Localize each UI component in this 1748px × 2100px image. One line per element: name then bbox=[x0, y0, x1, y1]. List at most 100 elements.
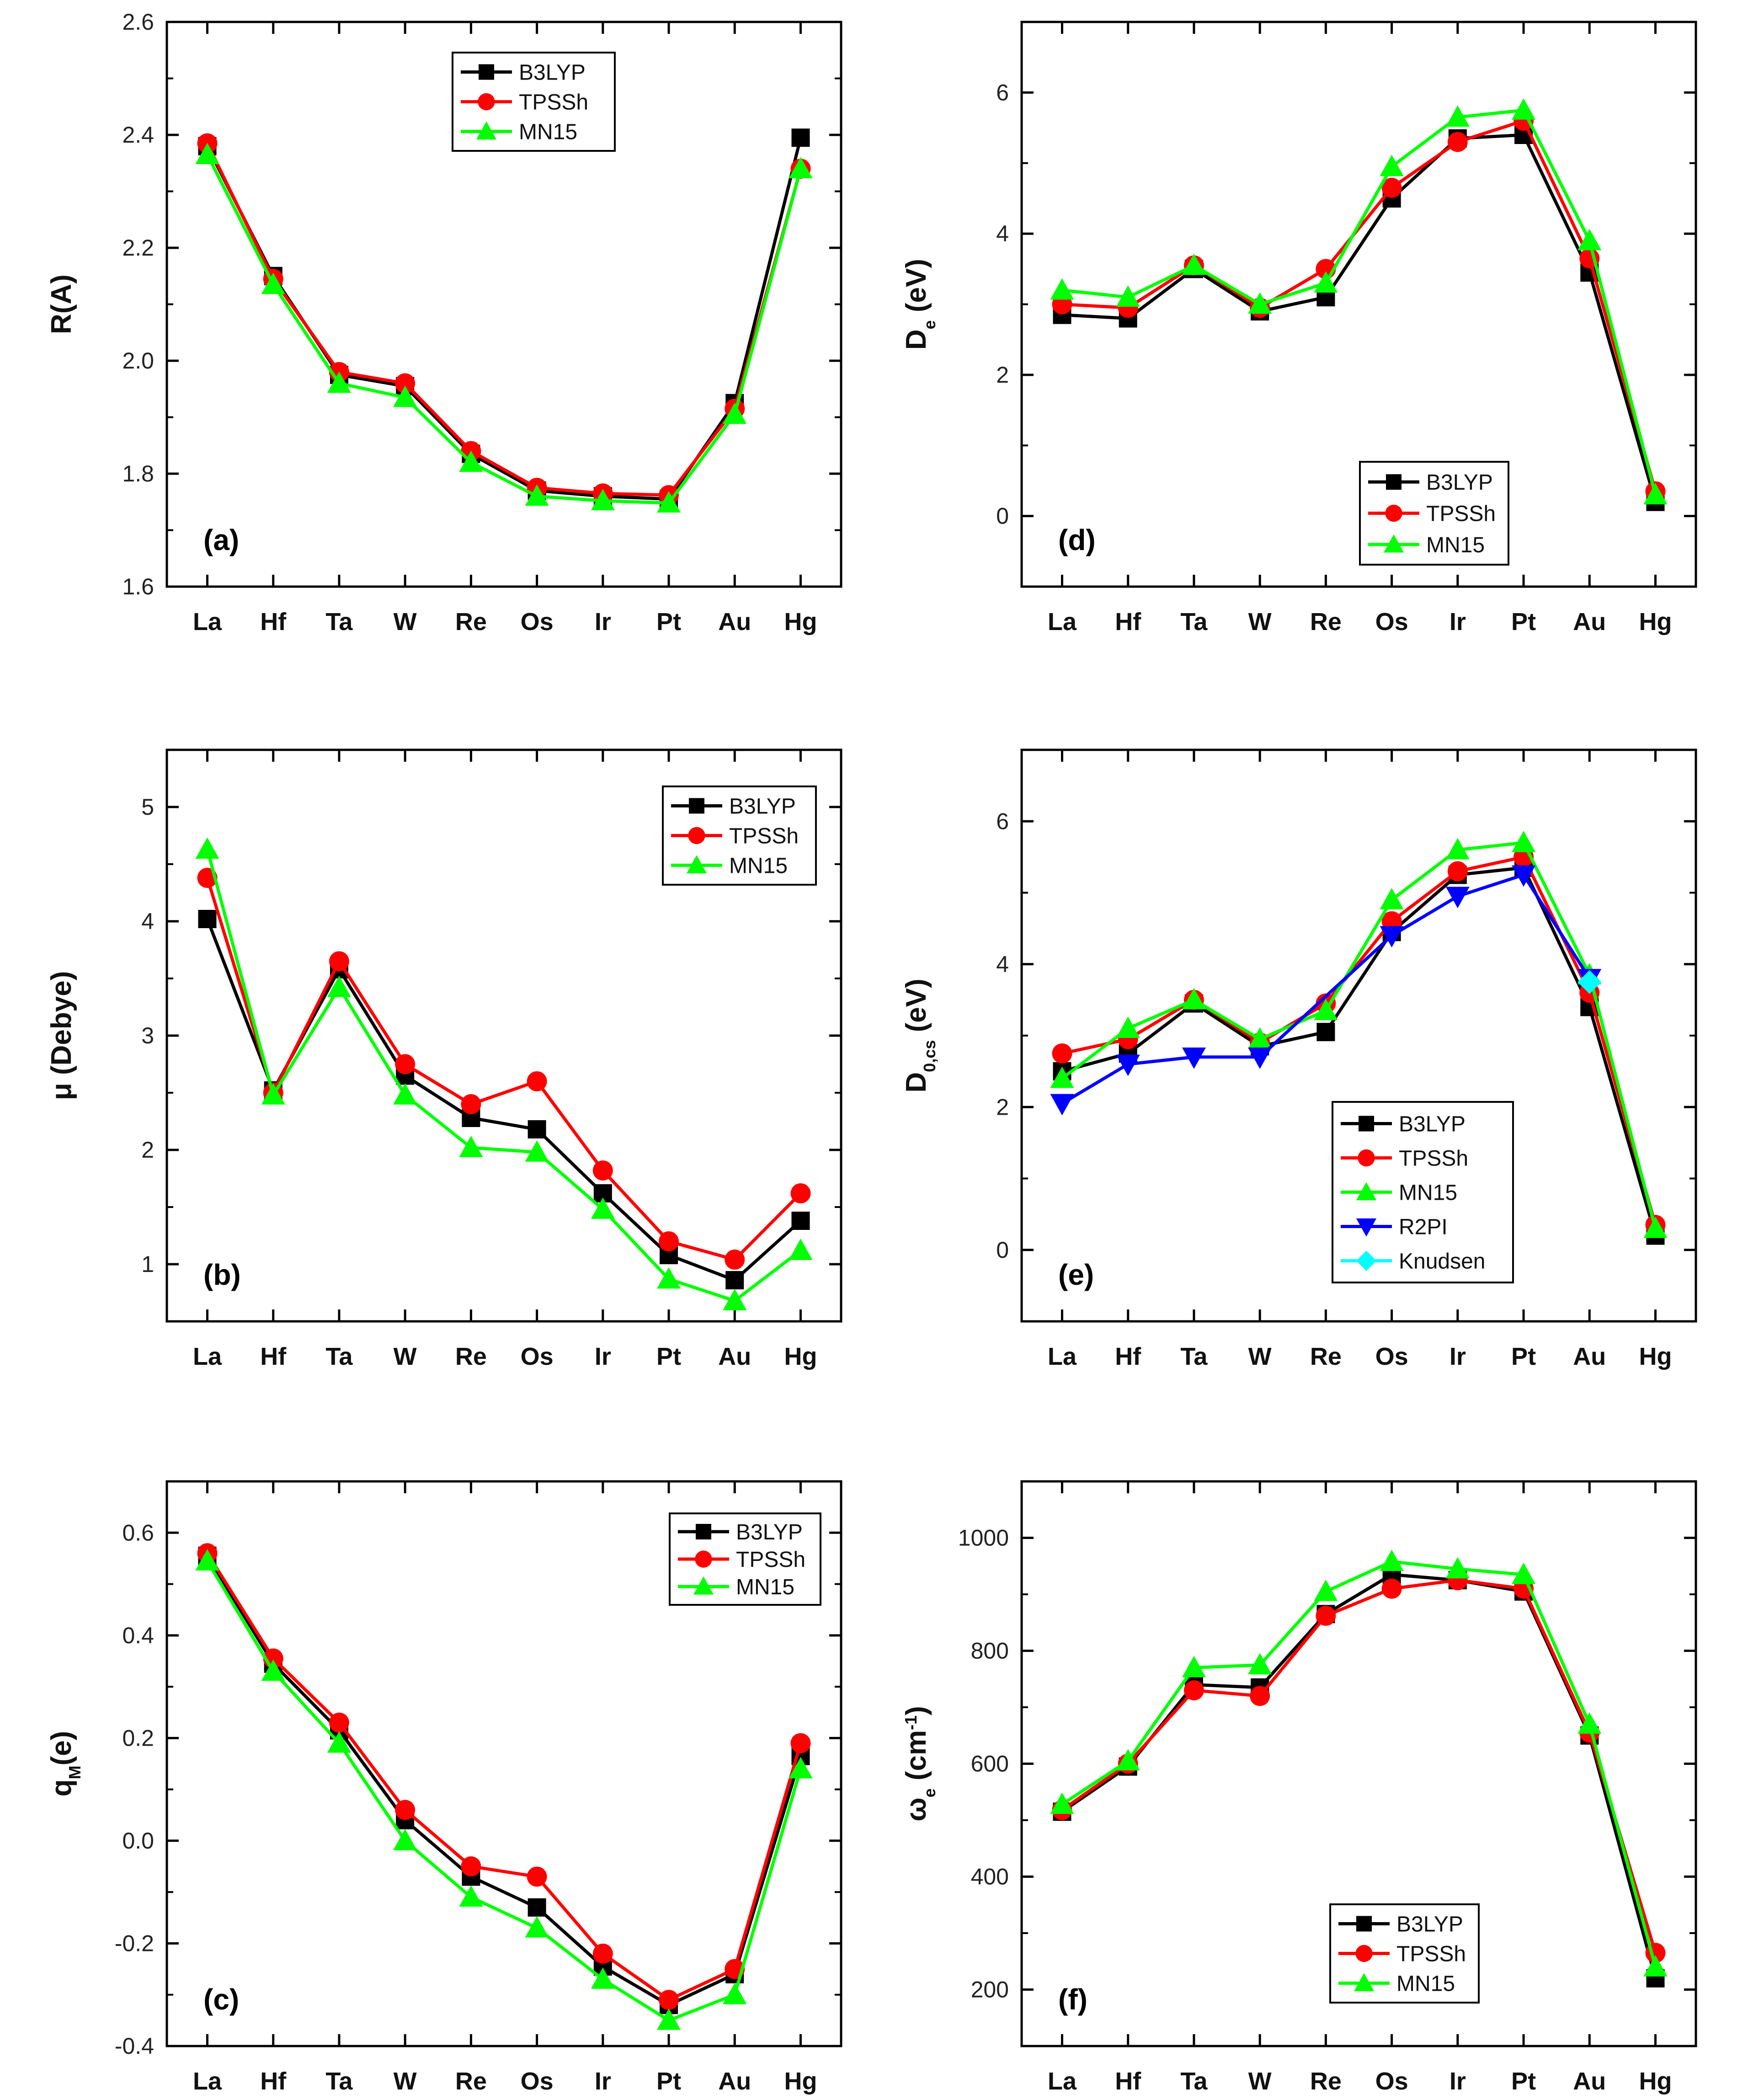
data-point-mn15 bbox=[195, 143, 219, 165]
x-tick-label: Os bbox=[521, 2068, 554, 2095]
x-tick-label: Au bbox=[718, 608, 751, 636]
y-tick-label: 800 bbox=[971, 1638, 1009, 1664]
legend-label: R2PI bbox=[1399, 1215, 1448, 1240]
y-tick-label: 0.6 bbox=[122, 1520, 154, 1545]
x-tick-label: La bbox=[193, 2068, 222, 2095]
data-point-knudsen bbox=[1577, 970, 1602, 994]
x-tick-label: Hg bbox=[784, 1343, 817, 1370]
chart-panel-b: 1 2 3 4 5 La Hf Ta W Re Os Ir Pt Au Hg μ (Debye) (b) B3LY… bbox=[46, 748, 842, 1370]
data-point-tpssh bbox=[592, 1943, 613, 1964]
x-tick-label: Hg bbox=[784, 608, 817, 636]
x-tick-label: Hg bbox=[1639, 1343, 1672, 1370]
x-tick-label: W bbox=[394, 1343, 417, 1370]
x-tick-label: Re bbox=[1310, 1343, 1342, 1370]
y-axis-label-main: μ (Debye) bbox=[46, 971, 77, 1101]
y-tick-label: 1 bbox=[141, 1251, 154, 1277]
data-point-mn15 bbox=[1643, 1216, 1668, 1238]
x-tick-label: La bbox=[193, 608, 222, 636]
x-tick-label: Pt bbox=[1511, 1343, 1536, 1370]
y-tick-label: 2.4 bbox=[122, 122, 154, 148]
data-point-b3lyp bbox=[198, 910, 217, 928]
x-tick-label: Hf bbox=[1115, 2068, 1141, 2095]
legend-marker-tpssh bbox=[478, 93, 495, 111]
x-tick-label: La bbox=[1048, 2068, 1077, 2095]
x-tick-label: Ir bbox=[1450, 2068, 1466, 2095]
y-tick-label: 5 bbox=[141, 794, 154, 820]
plot-area-frame bbox=[165, 1480, 842, 2047]
data-point-tpssh bbox=[1381, 177, 1402, 198]
data-point-mn15 bbox=[1643, 1955, 1668, 1977]
x-tick-label: Au bbox=[718, 2068, 751, 2095]
legend-label: Knudsen bbox=[1399, 1250, 1486, 1274]
data-point-mn15 bbox=[327, 1731, 351, 1753]
data-point-tpssh bbox=[395, 1800, 416, 1820]
y-axis-label-main: q bbox=[46, 1779, 77, 1796]
series-line-mn15 bbox=[1062, 108, 1657, 496]
y-tick-label: 2.2 bbox=[122, 235, 154, 261]
y-tick-label: 1.8 bbox=[122, 461, 154, 486]
x-tick-label: W bbox=[1248, 2068, 1272, 2095]
legend-marker-b3lyp bbox=[1359, 1116, 1374, 1132]
data-point-mn15 bbox=[1314, 271, 1338, 293]
x-tick-label: W bbox=[394, 2068, 417, 2095]
data-point-mn15 bbox=[525, 1140, 549, 1162]
data-point-mn15 bbox=[459, 450, 483, 472]
legend-label: B3LYP bbox=[1426, 470, 1493, 495]
x-tick-label: Ir bbox=[595, 2068, 611, 2095]
x-tick-label: Os bbox=[1375, 608, 1408, 636]
series-line-b3lyp bbox=[206, 918, 802, 1282]
data-point-mn15 bbox=[327, 976, 351, 997]
data-point-mn15 bbox=[1050, 1792, 1074, 1814]
x-tick-label: Ir bbox=[595, 1343, 611, 1370]
chart-panel-f: 200 400 600 800 1000 La Hf Ta W Re Os Ir Pt Au Hg ωe (c… bbox=[901, 1480, 1697, 2095]
legend-marker-tpssh bbox=[1355, 1945, 1373, 1962]
x-tick-label: Re bbox=[455, 1343, 487, 1370]
data-point-mn15 bbox=[1116, 285, 1140, 307]
legend-label: TPSSh bbox=[519, 91, 588, 115]
legend-marker-b3lyp bbox=[1356, 1916, 1372, 1932]
x-tick-label: Ta bbox=[1180, 608, 1208, 636]
y-tick-label: 6 bbox=[996, 808, 1009, 834]
data-point-b3lyp bbox=[791, 128, 810, 147]
series-line-mn15 bbox=[1061, 1560, 1657, 1968]
data-point-tpssh bbox=[1447, 861, 1468, 882]
data-point-tpssh bbox=[461, 1856, 481, 1877]
legend-marker-mn15 bbox=[1354, 1973, 1375, 1992]
y-axis-label-subscript: e bbox=[920, 320, 939, 329]
series-line-mn15 bbox=[1061, 841, 1657, 1229]
x-tick-label: Os bbox=[1375, 2068, 1408, 2095]
data-point-mn15 bbox=[1248, 1027, 1272, 1049]
data-point-tpssh bbox=[1250, 1686, 1270, 1706]
series-line-b3lyp bbox=[1062, 133, 1657, 502]
legend-label: TPSSh bbox=[729, 824, 799, 849]
data-point-tpssh bbox=[395, 373, 416, 394]
data-point-mn15 bbox=[459, 1136, 483, 1157]
x-tick-label: Re bbox=[1310, 2068, 1342, 2095]
y-axis-label-main: R(A) bbox=[46, 274, 77, 334]
data-point-mn15 bbox=[1445, 105, 1470, 127]
data-point-r2pi bbox=[1050, 1094, 1074, 1116]
x-tick-label: Pt bbox=[1511, 608, 1536, 636]
series-line-mn15 bbox=[206, 154, 802, 505]
panel-label: (b) bbox=[203, 1258, 241, 1291]
legend-label: B3LYP bbox=[1399, 1112, 1466, 1137]
data-point-r2pi bbox=[1182, 1047, 1206, 1069]
panel-label: (a) bbox=[203, 524, 239, 556]
y-tick-label: -0.4 bbox=[115, 2033, 154, 2059]
y-tick-label: 4 bbox=[996, 221, 1009, 246]
y-axis-label-suffix: (e) bbox=[46, 1731, 77, 1766]
legend-label: B3LYP bbox=[736, 1520, 803, 1544]
y-axis-label: De (eV) bbox=[901, 259, 939, 350]
y-tick-label: 1.6 bbox=[122, 574, 154, 599]
y-tick-label: 0 bbox=[996, 1237, 1009, 1263]
data-point-tpssh bbox=[527, 1071, 547, 1091]
chart-panel-d: 0 2 4 6 La Hf Ta W Re Os Ir Pt Au Hg De (eV) (d) B3LYP TP… bbox=[901, 21, 1697, 636]
x-tick-label: Pt bbox=[656, 1343, 681, 1370]
data-point-mn15 bbox=[1380, 1550, 1404, 1571]
y-axis-label-suffix: (eV) bbox=[901, 259, 932, 320]
legend-label: TPSSh bbox=[736, 1548, 805, 1572]
y-axis-label-main: ω bbox=[901, 1797, 932, 1821]
legend-marker-b3lyp bbox=[479, 64, 494, 80]
x-tick-label: La bbox=[193, 1343, 222, 1370]
